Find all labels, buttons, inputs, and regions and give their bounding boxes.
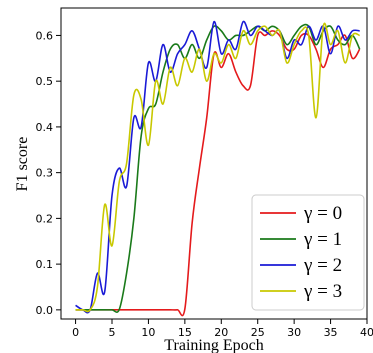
legend-box — [251, 194, 365, 311]
x-tick-label: 5 — [109, 326, 116, 339]
series-lines — [75, 20, 361, 317]
legend-label-gamma-3: γ = 3 — [303, 281, 342, 302]
x-axis-title: Training Epoch — [164, 337, 263, 353]
legend-label-gamma-2: γ = 2 — [303, 255, 342, 276]
y-tick-label: 0.6 — [36, 29, 54, 42]
x-axis: 0 5 10 15 20 25 30 35 40 — [72, 319, 373, 339]
y-axis: 0.0 0.1 0.2 0.3 0.4 0.5 0.6 — [36, 29, 61, 317]
legend-label-gamma-1: γ = 1 — [303, 229, 342, 250]
legend-label-gamma-0: γ = 0 — [303, 203, 342, 224]
y-tick-label: 0.2 — [36, 212, 54, 225]
series-line-gamma-0 — [75, 30, 361, 317]
x-tick-label: 35 — [324, 326, 338, 339]
x-tick-label: 40 — [360, 326, 373, 339]
series-line-gamma-3 — [75, 22, 360, 313]
x-tick-label: 10 — [141, 326, 155, 339]
x-tick-label: 0 — [72, 326, 79, 339]
x-tick-label: 30 — [287, 326, 301, 339]
y-tick-label: 0.3 — [36, 167, 54, 180]
x-tick-label: 20 — [214, 326, 228, 339]
y-tick-label: 0.0 — [36, 304, 54, 317]
y-tick-label: 0.1 — [36, 258, 54, 271]
x-tick-label: 15 — [178, 326, 192, 339]
y-tick-label: 0.5 — [36, 75, 54, 88]
legend: γ = 0 γ = 1 γ = 2 γ = 3 — [251, 194, 365, 311]
y-tick-label: 0.4 — [36, 121, 54, 134]
x-tick-label: 25 — [251, 326, 265, 339]
y-axis-title: F1 score — [14, 137, 31, 192]
plot-frame — [60, 7, 368, 320]
